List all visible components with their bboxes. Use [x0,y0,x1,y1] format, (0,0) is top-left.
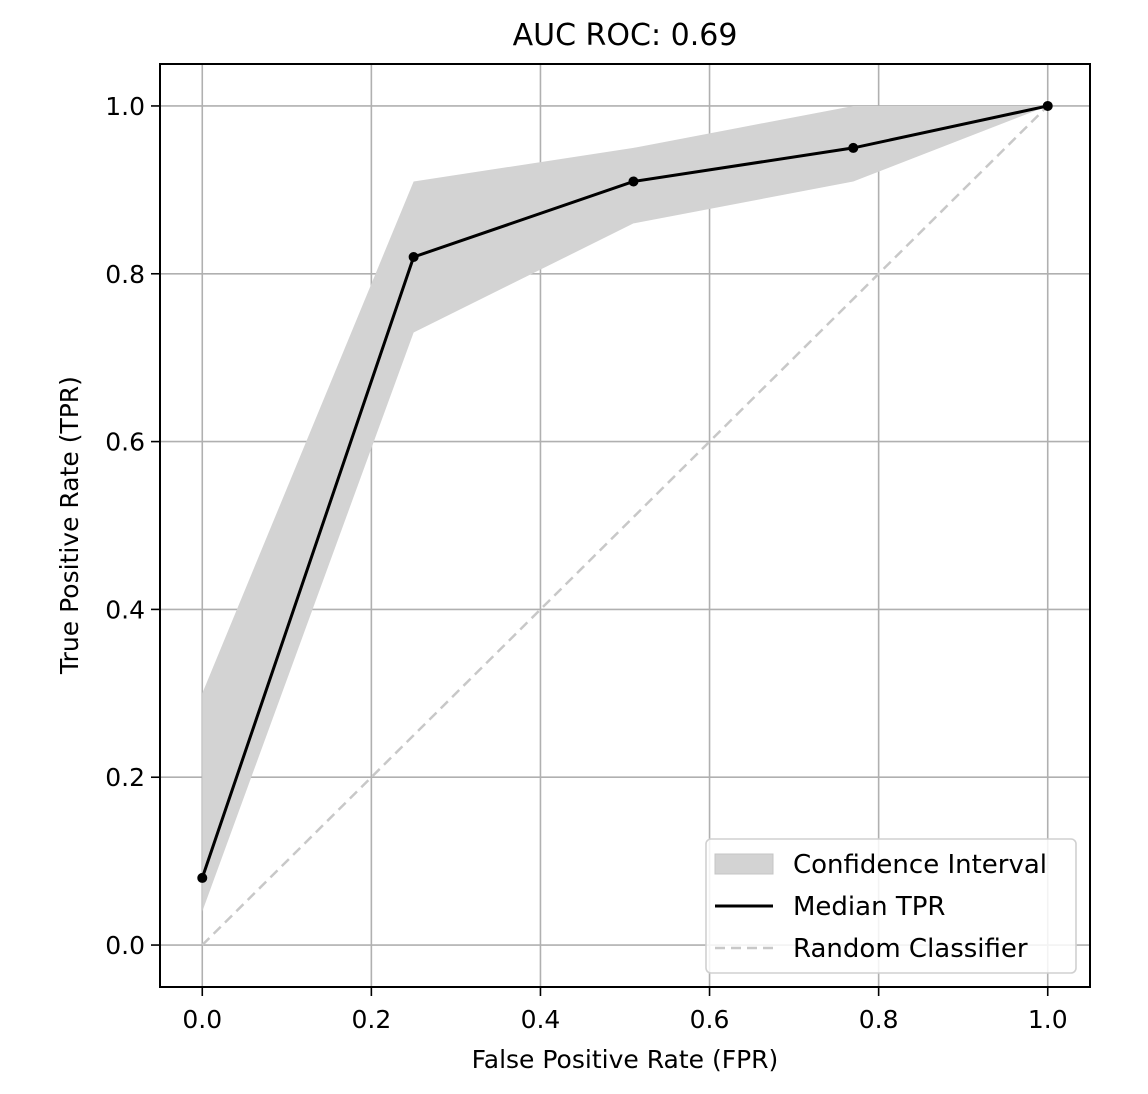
median-tpr-point [628,176,639,187]
x-tick-label: 1.0 [1028,1005,1068,1034]
y-tick-label: 0.8 [105,260,145,289]
x-tick-label: 0.4 [521,1005,561,1034]
x-tick-label: 0.2 [351,1005,391,1034]
legend: Confidence Interval Median TPR Random Clas… [705,838,1077,974]
random-classifier-line [201,105,1049,946]
legend-label: Median TPR [793,892,945,922]
y-tick-label: 0.4 [105,595,145,624]
legend-label: Random Classifier [793,934,1028,964]
y-axis-label: True Positive Rate (TPR) [55,376,84,675]
x-tick-label: 0.6 [690,1005,730,1034]
y-tick-label: 0.6 [105,428,145,457]
y-tick-label: 0.2 [105,763,145,792]
x-tick-label: 0.0 [182,1005,222,1034]
y-tick-label: 1.0 [105,92,145,121]
random-classifier-layer [201,105,1049,946]
median-tpr-point [1042,100,1053,111]
legend-swatch-confidence-interval [714,853,774,875]
median-tpr-layer [197,100,1053,883]
legend-label: Confidence Interval [793,850,1047,880]
legend-box [705,838,1077,974]
confidence-interval-band-layer [202,105,1048,912]
median-tpr-point [848,142,859,153]
median-tpr-point [408,251,419,262]
plot-frame [159,63,1091,988]
axis-ticks: 0.0 0.2 0.4 0.6 0.8 1.0 0.0 0.2 0.4 0.6 0.8 1.0 [105,92,1067,1034]
y-tick-label: 0.0 [105,931,145,960]
chart-title: AUC ROC: 0.69 [513,18,738,53]
x-tick-label: 0.8 [859,1005,899,1034]
confidence-interval-band [202,105,1048,912]
median-tpr-point [197,872,208,883]
x-axis-label: False Positive Rate (FPR) [472,1045,779,1074]
